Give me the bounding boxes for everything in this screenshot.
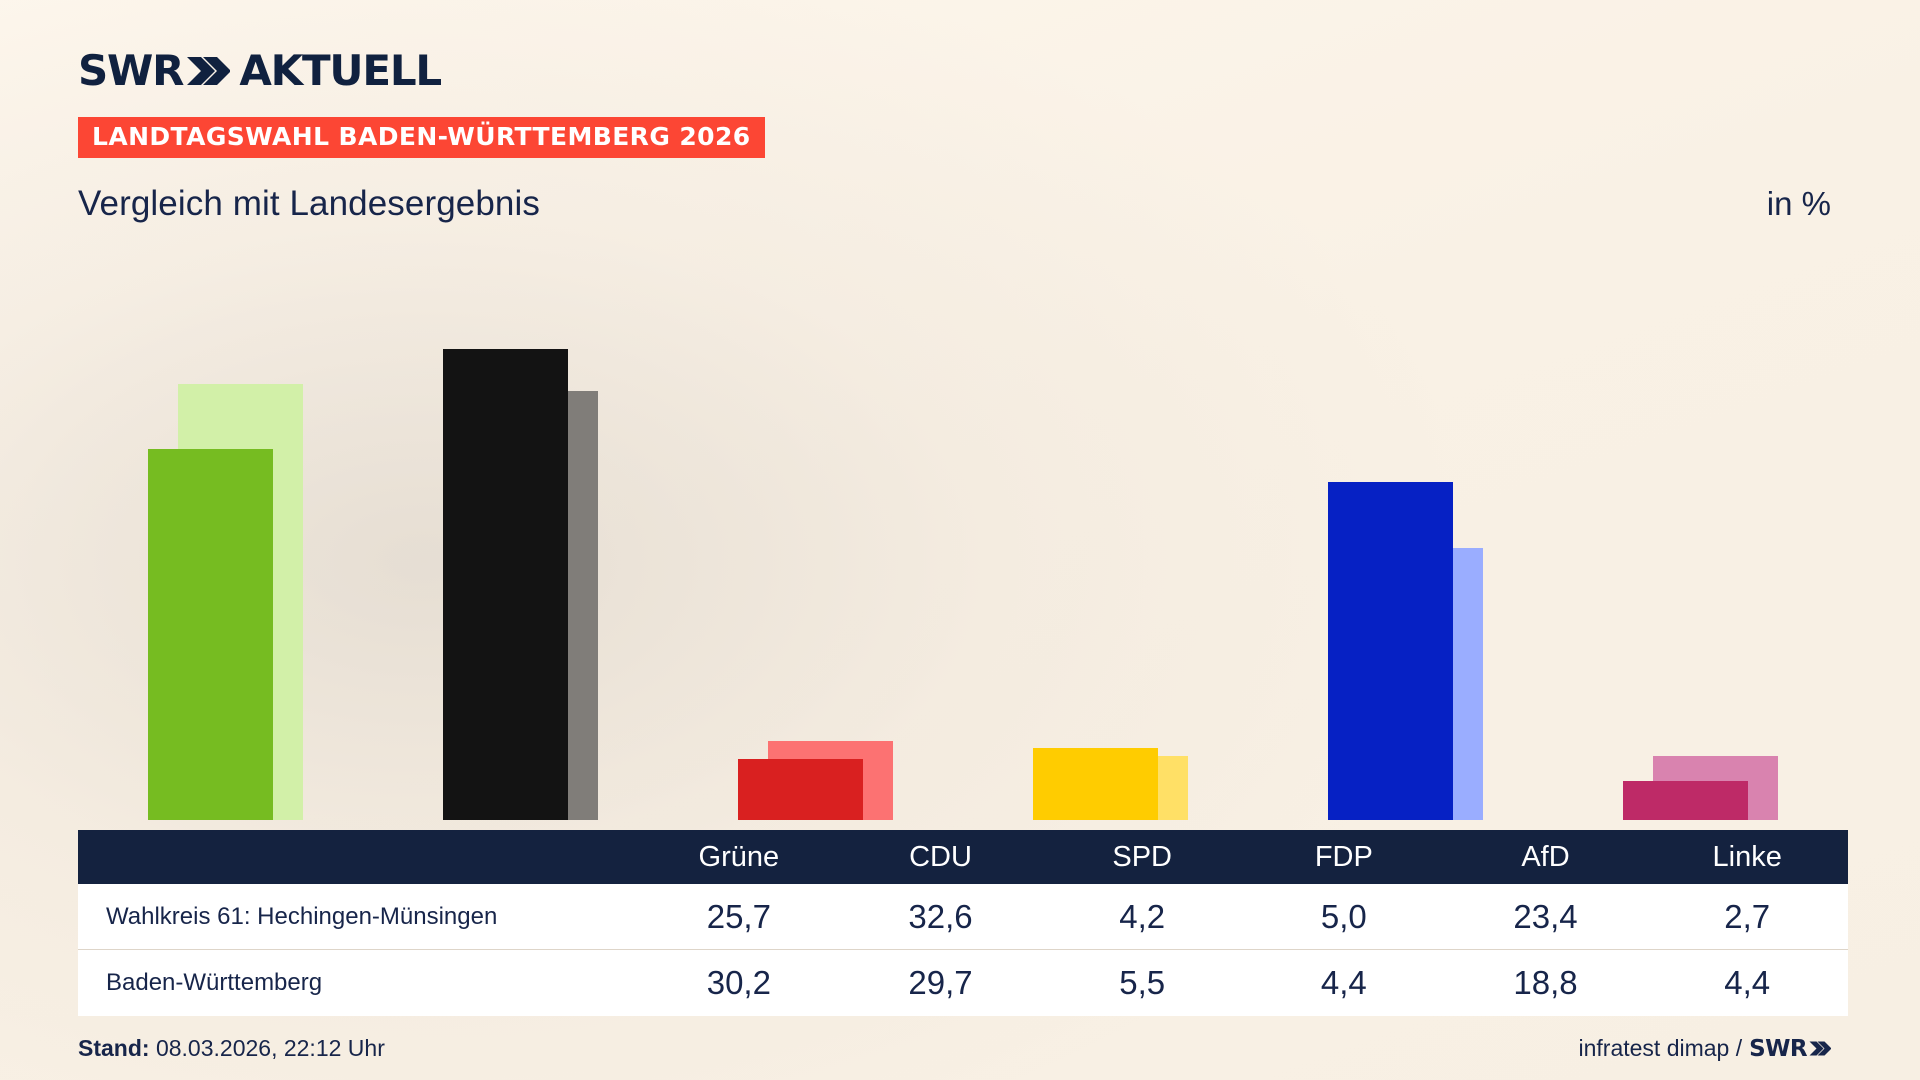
column-header-spd: SPD [1112,840,1172,873]
swr-aktuell-logo: SWR AKTUELL [78,46,1848,96]
column-header-gruene: Grüne [698,840,780,873]
bar-group-afd [1328,300,1483,820]
subtitle-row: Vergleich mit Landesergebnis in % [78,184,1848,224]
bar-wahlkreis-grüne [148,448,273,820]
column-header-afd: AfD [1521,840,1570,873]
value-wahlkreis-cdu: 32,6 [908,897,973,935]
results-table: Grüne CDU SPD FDP AfD Linke Wahlkreis 61… [78,830,1848,1016]
status-badge: LANDTAGSWAHL BADEN-WÜRTTEMBERG 2026 [78,117,765,159]
bar-wahlkreis-spd [738,759,863,820]
value-land-gruene: 30,2 [706,964,771,1001]
footer: Stand: 08.03.2026, 22:12 Uhr infratest d… [78,1035,1848,1062]
row-label-land: Baden-Württemberg [106,969,323,996]
source-swr-logo: SWR [1749,1036,1831,1062]
source-swr-text: SWR [1749,1035,1807,1062]
bar-group-grüne [148,300,303,820]
unit-label: in % [1766,185,1831,223]
bar-wahlkreis-cdu [443,349,568,820]
timestamp-value: 08.03.2026, 22:12 Uhr [155,1035,385,1061]
double-chevron-right-icon [186,55,231,87]
timestamp-label: Stand: [78,1035,150,1061]
logo-swr-text: SWR [78,46,185,95]
timestamp: Stand: 08.03.2026, 22:12 Uhr [78,1035,385,1062]
logo-aktuell-text: AKTUELL [239,46,442,95]
bar-wahlkreis-fdp [1033,747,1158,820]
header: SWR AKTUELL LANDTAGSWAHL BADEN-WÜRTTEMBE… [78,46,1848,224]
double-chevron-right-icon [1809,1040,1831,1057]
column-header-fdp: FDP [1314,840,1373,873]
bar-wahlkreis-linke [1623,781,1748,820]
bar-group-spd [738,300,893,820]
election-badge-wrapper: LANDTAGSWAHL BADEN-WÜRTTEMBERG 2026 [78,117,1848,159]
source-text: infratest dimap / [1578,1035,1743,1061]
row-label-wahlkreis: Wahlkreis 61: Hechingen-Münsingen [106,902,498,930]
value-wahlkreis-afd: 23,4 [1513,897,1578,935]
bar-group-fdp [1033,300,1188,820]
source-attribution: infratest dimap / SWR [1579,1035,1849,1062]
page-title: Vergleich mit Landesergebnis [78,184,540,224]
value-wahlkreis-fdp: 5,0 [1320,897,1367,935]
table-row: Baden-Württemberg 30,2 29,7 5,5 4,4 18,8… [78,950,1848,1016]
table-row: Wahlkreis 61: Hechingen-Münsingen 25,7 3… [78,884,1848,950]
value-wahlkreis-spd: 4,2 [1119,897,1166,935]
table-header-row: Grüne CDU SPD FDP AfD Linke [78,830,1848,884]
bar-group-linke [1623,300,1778,820]
value-wahlkreis-linke: 2,7 [1724,897,1771,935]
value-land-fdp: 4,4 [1320,964,1367,1001]
value-land-linke: 4,4 [1724,964,1771,1001]
value-land-afd: 18,8 [1513,964,1578,1001]
column-header-cdu: CDU [909,840,972,873]
column-header-linke: Linke [1712,840,1782,873]
bar-chart [78,300,1848,820]
value-land-cdu: 29,7 [908,964,973,1001]
value-wahlkreis-gruene: 25,7 [706,897,771,935]
bar-group-cdu [443,300,598,820]
value-land-spd: 5,5 [1119,964,1166,1001]
bar-wahlkreis-afd [1328,482,1453,820]
